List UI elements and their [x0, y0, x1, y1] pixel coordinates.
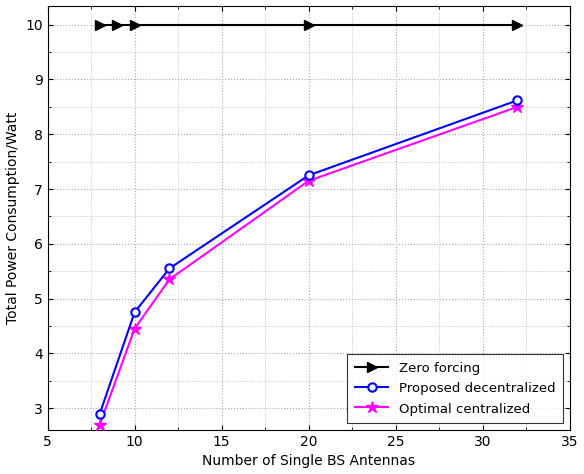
- Line: Optimal centralized: Optimal centralized: [93, 100, 524, 431]
- Line: Proposed decentralized: Proposed decentralized: [96, 96, 522, 418]
- Optimal centralized: [131, 326, 138, 331]
- Optimal centralized: [96, 422, 103, 428]
- Zero forcing: [131, 22, 138, 27]
- Y-axis label: Total Power Consumption/Watt: Total Power Consumption/Watt: [6, 111, 19, 324]
- Zero forcing: [96, 22, 103, 27]
- Proposed decentralized: [166, 265, 173, 271]
- Optimal centralized: [305, 178, 312, 183]
- X-axis label: Number of Single BS Antennas: Number of Single BS Antennas: [202, 455, 415, 468]
- Proposed decentralized: [131, 310, 138, 315]
- Proposed decentralized: [96, 411, 103, 417]
- Optimal centralized: [166, 276, 173, 282]
- Legend: Zero forcing, Proposed decentralized, Optimal centralized: Zero forcing, Proposed decentralized, Op…: [347, 354, 563, 423]
- Optimal centralized: [514, 104, 521, 109]
- Line: Zero forcing: Zero forcing: [95, 20, 522, 29]
- Proposed decentralized: [514, 98, 521, 103]
- Proposed decentralized: [305, 173, 312, 178]
- Zero forcing: [305, 22, 312, 27]
- Zero forcing: [514, 22, 521, 27]
- Zero forcing: [114, 22, 121, 27]
